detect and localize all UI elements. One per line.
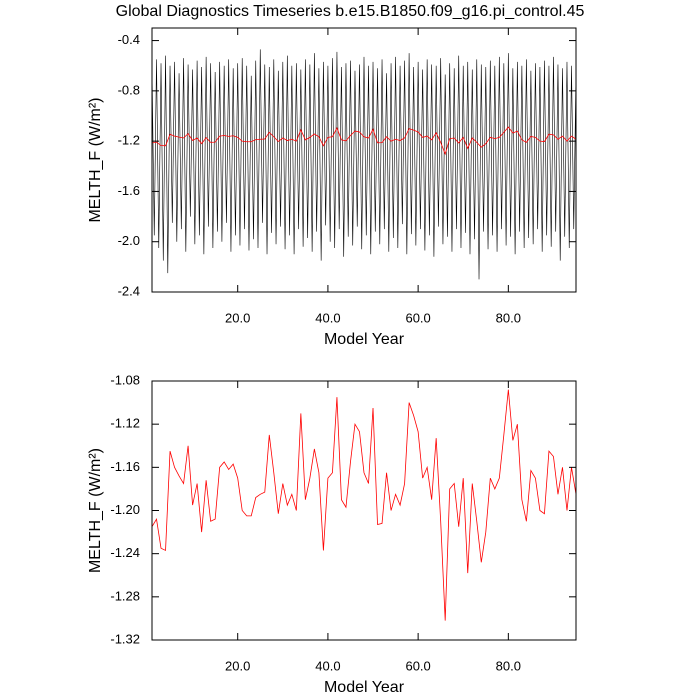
y-tick-label: -1.08 bbox=[110, 372, 140, 387]
x-tick-label: 80.0 bbox=[496, 658, 521, 673]
y-tick-label: -1.20 bbox=[110, 502, 140, 517]
plot-area bbox=[152, 49, 576, 280]
y-tick-label: -2.0 bbox=[118, 233, 140, 248]
y-tick-label: -1.24 bbox=[110, 545, 140, 560]
y-tick-label: -1.32 bbox=[110, 631, 140, 646]
x-tick-label: 40.0 bbox=[315, 658, 340, 673]
x-axis-title: Model Year bbox=[324, 331, 405, 348]
y-tick-label: -1.28 bbox=[110, 588, 140, 603]
x-tick-label: 20.0 bbox=[225, 310, 250, 325]
y-tick-label: -1.6 bbox=[118, 183, 140, 198]
y-axis-title: MELTH_F (W/m²) bbox=[87, 97, 104, 222]
y-tick-label: -1.2 bbox=[118, 133, 140, 148]
series-line bbox=[152, 389, 576, 621]
y-tick-label: -0.4 bbox=[118, 32, 140, 47]
x-tick-label: 80.0 bbox=[496, 310, 521, 325]
x-tick-label: 60.0 bbox=[405, 310, 430, 325]
x-tick-label: 20.0 bbox=[225, 658, 250, 673]
y-tick-label: -2.4 bbox=[118, 283, 140, 298]
plot-frame bbox=[151, 27, 577, 293]
y-tick-label: -1.16 bbox=[110, 459, 140, 474]
plot-area bbox=[152, 389, 576, 621]
x-tick-label: 40.0 bbox=[315, 310, 340, 325]
y-tick-label: -1.12 bbox=[110, 416, 140, 431]
series-line bbox=[152, 49, 576, 280]
x-tick-label: 60.0 bbox=[405, 658, 430, 673]
x-axis-title: Model Year bbox=[324, 679, 405, 696]
series-line bbox=[152, 126, 576, 156]
y-axis-title: MELTH_F (W/m²) bbox=[87, 448, 104, 573]
chart-title: Global Diagnostics Timeseries b.e15.B185… bbox=[116, 3, 585, 20]
y-tick-label: -0.8 bbox=[118, 82, 140, 97]
